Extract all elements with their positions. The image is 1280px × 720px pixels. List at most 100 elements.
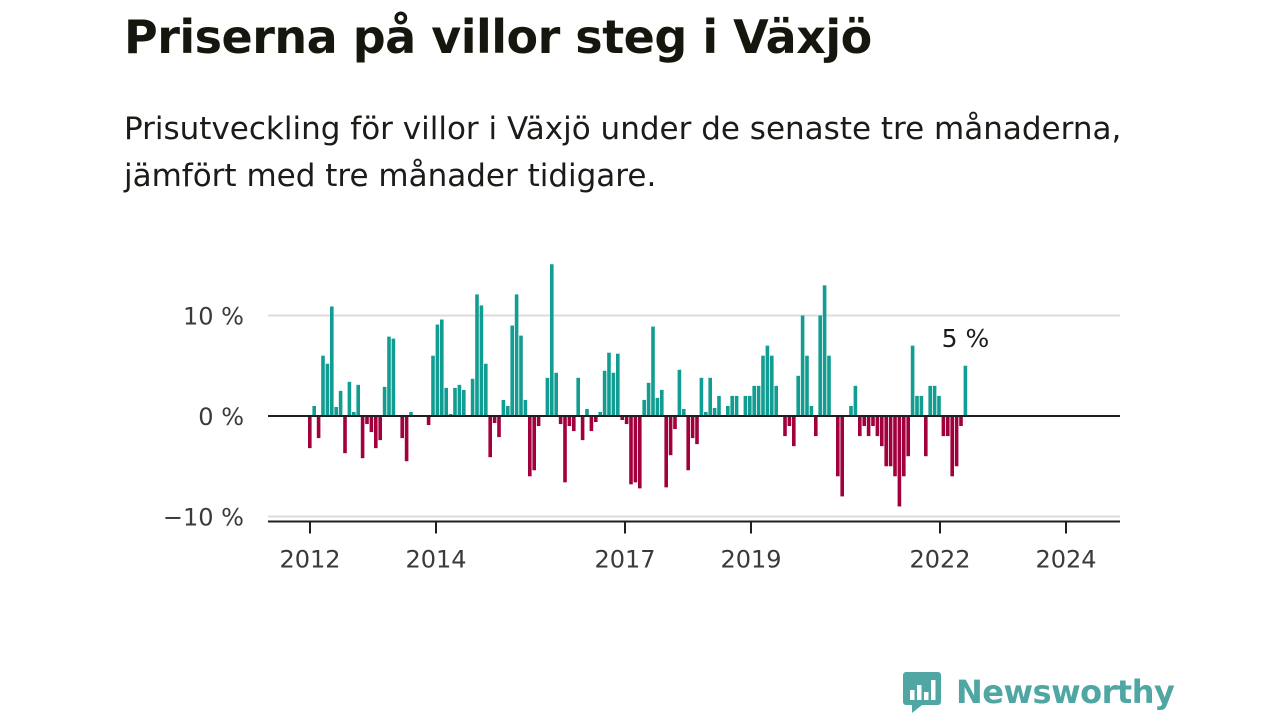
bar — [470, 378, 475, 416]
bar — [497, 416, 501, 438]
bar — [849, 405, 853, 416]
bar — [646, 382, 651, 416]
bar — [400, 416, 404, 439]
newsworthy-logo-text: Newsworthy — [956, 673, 1175, 711]
bar — [726, 405, 730, 416]
bar — [426, 416, 431, 426]
bar — [796, 375, 800, 416]
bar — [576, 377, 580, 416]
bar — [378, 416, 382, 441]
bar — [352, 411, 356, 416]
bar — [554, 372, 558, 416]
bar — [748, 395, 752, 416]
bar — [756, 385, 761, 416]
bar — [818, 315, 822, 416]
bar — [704, 411, 708, 416]
bar — [506, 405, 510, 416]
x-tick-label: 2014 — [405, 546, 466, 574]
bar — [620, 416, 624, 421]
bar — [734, 395, 739, 416]
bar — [360, 416, 365, 459]
bar — [919, 395, 924, 416]
bar — [712, 407, 717, 416]
bar — [686, 416, 690, 471]
bar — [510, 325, 514, 416]
bar — [638, 416, 642, 489]
bar — [655, 397, 660, 416]
bar — [906, 416, 910, 457]
bar — [545, 377, 550, 416]
bar — [369, 416, 374, 433]
bar — [805, 355, 809, 416]
bar — [602, 370, 607, 416]
bar — [435, 324, 440, 416]
x-tick-label: 2017 — [594, 546, 655, 574]
bar — [325, 363, 330, 416]
x-tick-label: 2024 — [1035, 546, 1096, 574]
bar — [642, 399, 646, 416]
bar — [374, 416, 378, 449]
bar — [457, 384, 462, 416]
bar — [730, 395, 734, 416]
bar — [567, 416, 572, 427]
bar — [448, 413, 453, 416]
bar — [840, 416, 844, 497]
bar — [915, 395, 919, 416]
bar — [853, 385, 858, 416]
newsworthy-logo: Newsworthy — [902, 670, 1175, 714]
bar — [937, 395, 941, 416]
bar — [954, 416, 959, 467]
bar — [532, 416, 536, 471]
bar — [382, 386, 387, 416]
bar — [347, 381, 352, 416]
bar — [673, 416, 677, 430]
bar — [536, 416, 541, 427]
bar — [959, 416, 963, 427]
bar — [695, 416, 699, 445]
bar — [792, 416, 796, 447]
bar — [453, 387, 457, 416]
bar — [880, 416, 884, 447]
bar — [580, 416, 585, 441]
bar — [858, 416, 862, 437]
bar — [475, 294, 479, 416]
bar — [356, 384, 360, 416]
bar — [897, 416, 902, 507]
bar — [488, 416, 492, 458]
bar — [611, 372, 616, 416]
bar — [765, 345, 770, 416]
bar — [800, 315, 805, 416]
bar — [409, 411, 413, 416]
bar — [836, 416, 840, 477]
bar — [717, 395, 721, 416]
x-tick-label: 2012 — [279, 546, 340, 574]
y-tick-label: −10 % — [163, 504, 244, 532]
bar — [902, 416, 906, 477]
bar — [677, 369, 682, 416]
bar — [479, 305, 484, 416]
bar — [589, 416, 594, 432]
bar — [910, 345, 915, 416]
chart-title: Priserna på villor steg i Växjö — [124, 10, 872, 64]
bar — [809, 405, 814, 416]
bar — [330, 306, 334, 416]
bar — [787, 416, 792, 427]
bar — [743, 395, 748, 416]
bar — [761, 355, 765, 416]
bar — [893, 416, 897, 477]
bar — [334, 406, 338, 416]
bar — [514, 294, 519, 416]
bar — [941, 416, 946, 437]
bar — [550, 264, 554, 416]
bar — [523, 399, 528, 416]
bar — [651, 326, 655, 416]
latest-value-annotation: 5 % — [942, 324, 990, 353]
bar — [563, 416, 567, 483]
bar — [871, 416, 875, 427]
bar — [391, 338, 396, 416]
bar — [404, 416, 409, 462]
bar — [365, 416, 369, 425]
bar — [316, 416, 321, 439]
bar — [946, 416, 950, 437]
bar — [822, 285, 827, 416]
